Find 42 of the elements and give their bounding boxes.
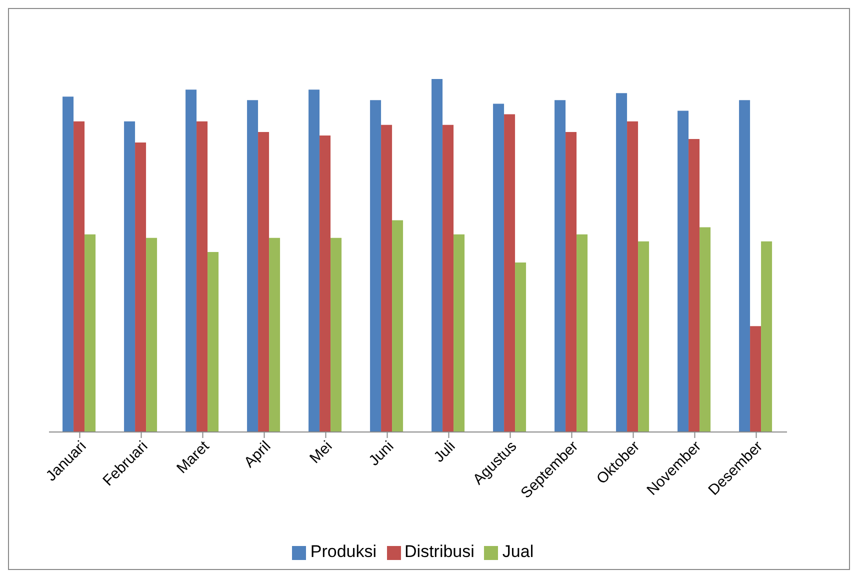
bar [62,96,74,432]
bar [269,238,280,432]
bar [504,114,516,432]
bar [308,90,320,432]
bar [330,238,342,432]
bar [370,100,382,432]
bar [493,104,504,432]
bar [454,234,465,432]
bar [74,121,85,432]
bar [392,220,404,432]
bar [381,124,392,432]
bar [678,110,689,432]
bar [700,227,711,432]
bar [761,241,772,432]
x-tick-label: Mei [306,438,336,467]
bar [247,100,258,432]
bar [432,79,443,432]
bar [576,234,588,432]
bar [196,121,208,432]
bar [750,326,762,432]
bar [84,234,96,432]
legend-label: Jual [502,542,534,561]
bar [124,121,136,432]
bar [146,238,158,432]
bar [442,124,454,432]
bar [258,132,270,432]
bar [208,252,219,432]
legend-label: Produksi [310,542,377,561]
bar [688,139,700,432]
bar [616,93,628,432]
bar [566,132,577,432]
x-tick-label: Juni [366,438,398,470]
bar [186,90,197,432]
bar [515,262,526,432]
bar [638,241,650,432]
bar [739,100,750,432]
bar [135,142,146,432]
bar [627,121,638,432]
legend-label: Distribusi [404,542,474,561]
bar [320,135,331,432]
x-tick-label: Juli [430,438,459,466]
bar [554,100,566,432]
